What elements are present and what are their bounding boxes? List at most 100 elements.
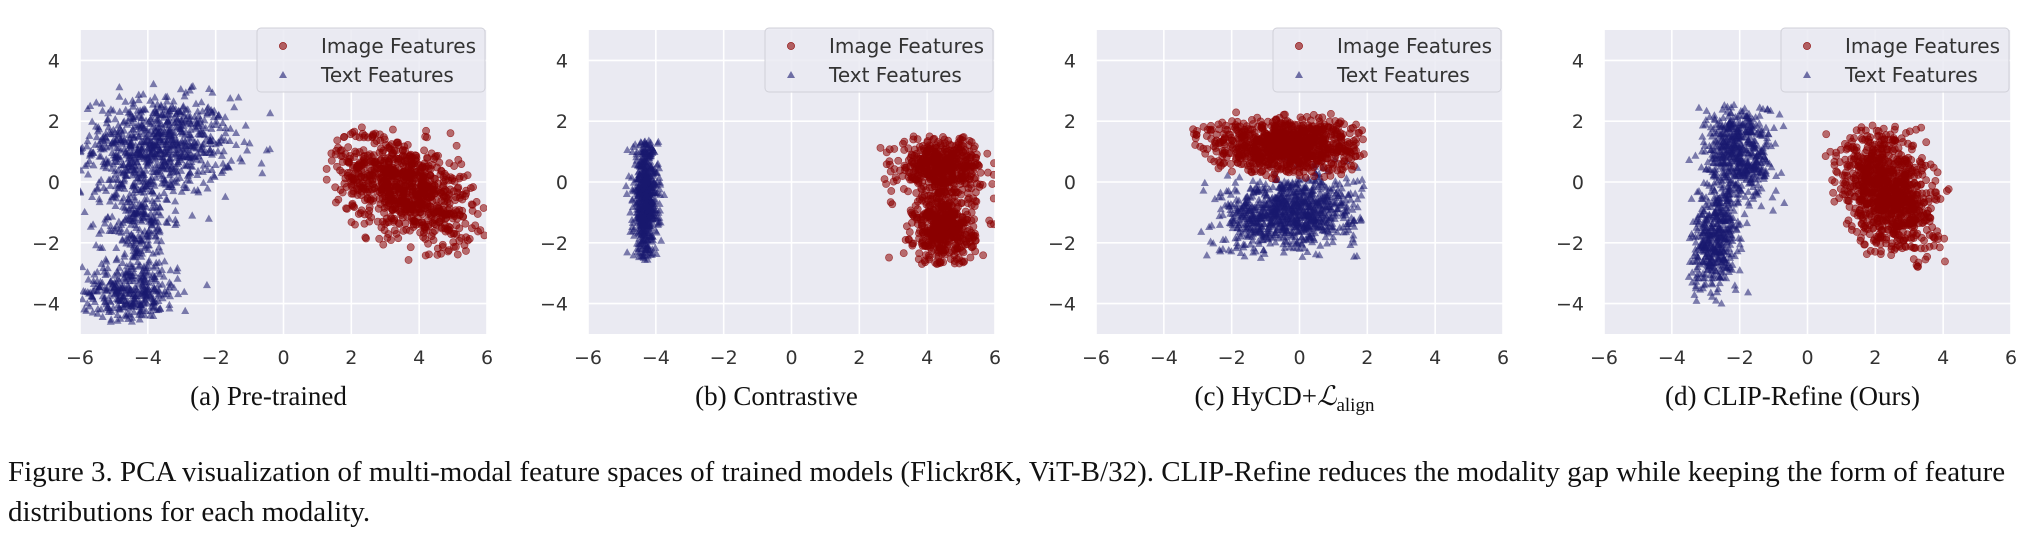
text-feature-point xyxy=(1316,241,1325,249)
text-feature-point xyxy=(205,84,214,93)
text-feature-point xyxy=(191,138,200,146)
text-feature-point xyxy=(1249,244,1258,252)
text-feature-point xyxy=(170,128,179,137)
image-feature-point xyxy=(379,133,388,142)
image-feature-point xyxy=(938,230,947,239)
image-feature-point xyxy=(370,184,379,193)
text-feature-point xyxy=(140,262,149,270)
text-feature-point xyxy=(151,208,160,216)
text-feature-point xyxy=(1260,220,1269,228)
x-tick-label: 4 xyxy=(1429,347,1441,369)
text-feature-point xyxy=(100,293,109,301)
text-feature-point xyxy=(1252,214,1261,222)
legend-triangle-icon xyxy=(279,71,287,78)
text-feature-point xyxy=(1298,252,1307,260)
text-feature-point xyxy=(187,157,196,165)
text-feature-point xyxy=(1275,231,1284,239)
image-feature-point xyxy=(452,141,461,150)
text-feature-point xyxy=(1306,203,1315,211)
image-feature-point xyxy=(908,218,916,227)
text-feature-point xyxy=(130,193,139,201)
text-feature-point xyxy=(80,305,89,313)
text-feature-point xyxy=(1349,216,1358,224)
text-feature-point xyxy=(202,280,211,289)
legend-circle-icon xyxy=(279,42,287,50)
text-feature-point xyxy=(144,241,153,249)
text-feature-point xyxy=(83,299,92,307)
image-feature-point xyxy=(930,219,939,228)
text-feature-point xyxy=(654,137,663,145)
text-feature-point xyxy=(648,166,657,175)
text-feature-point xyxy=(126,259,135,267)
text-feature-point xyxy=(622,181,631,190)
image-feature-point xyxy=(423,172,432,181)
image-feature-point xyxy=(430,226,439,235)
text-feature-point xyxy=(1272,225,1281,233)
text-feature-point xyxy=(80,295,87,303)
image-feature-point xyxy=(408,161,416,170)
text-feature-point xyxy=(218,118,227,127)
image-feature-point xyxy=(462,247,470,255)
image-feature-point xyxy=(966,253,975,262)
text-feature-point xyxy=(125,108,134,116)
text-feature-point xyxy=(150,133,159,141)
text-feature-point xyxy=(166,292,175,300)
image-feature-point xyxy=(384,185,393,194)
text-feature-point xyxy=(92,98,101,106)
text-feature-point xyxy=(129,241,138,249)
image-feature-point xyxy=(455,174,464,183)
text-feature-point xyxy=(644,216,653,225)
text-feature-point xyxy=(148,118,157,126)
text-feature-point xyxy=(193,149,202,157)
text-feature-point xyxy=(148,123,157,131)
text-feature-point xyxy=(144,245,153,254)
text-feature-point xyxy=(257,159,266,167)
text-feature-point xyxy=(651,243,660,251)
text-feature-point xyxy=(1264,222,1273,230)
text-feature-point xyxy=(1314,216,1323,224)
text-feature-point xyxy=(134,90,143,98)
text-feature-point xyxy=(643,235,652,243)
text-feature-point xyxy=(129,264,138,272)
image-feature-point xyxy=(425,250,433,259)
text-feature-point xyxy=(119,193,128,202)
text-feature-point xyxy=(219,147,228,155)
text-feature-point xyxy=(196,115,205,123)
text-feature-point xyxy=(623,145,632,154)
text-feature-point xyxy=(95,195,104,203)
text-feature-point xyxy=(187,133,196,141)
text-feature-point xyxy=(1294,201,1303,209)
text-feature-point xyxy=(142,132,151,140)
y-tick-label: 4 xyxy=(1064,50,1076,72)
text-feature-point xyxy=(199,178,208,186)
text-feature-point xyxy=(1337,184,1346,192)
image-feature-point xyxy=(988,180,995,188)
image-feature-point xyxy=(894,156,903,165)
image-feature-point xyxy=(965,147,974,156)
text-feature-point xyxy=(112,294,121,302)
text-feature-point xyxy=(636,204,645,212)
image-feature-point xyxy=(340,179,349,188)
text-feature-point xyxy=(1342,202,1351,210)
image-feature-point xyxy=(409,217,418,225)
text-feature-point xyxy=(149,189,158,197)
image-feature-point xyxy=(467,224,476,233)
text-feature-point xyxy=(104,109,113,117)
text-feature-point xyxy=(224,163,233,171)
text-feature-point xyxy=(138,230,147,238)
text-feature-point xyxy=(154,280,163,288)
text-feature-point xyxy=(1280,243,1289,251)
image-feature-point xyxy=(442,172,451,181)
text-feature-point xyxy=(112,143,121,152)
text-feature-point xyxy=(165,304,174,312)
text-feature-point xyxy=(111,170,120,178)
x-tick-label: 2 xyxy=(345,347,357,369)
image-feature-point xyxy=(403,168,412,177)
text-feature-point xyxy=(1349,200,1358,208)
text-feature-point xyxy=(111,226,120,235)
text-feature-point xyxy=(112,175,121,183)
image-feature-point xyxy=(923,138,932,147)
image-feature-point xyxy=(876,144,885,152)
text-feature-point xyxy=(108,279,117,287)
text-feature-point xyxy=(126,301,135,310)
